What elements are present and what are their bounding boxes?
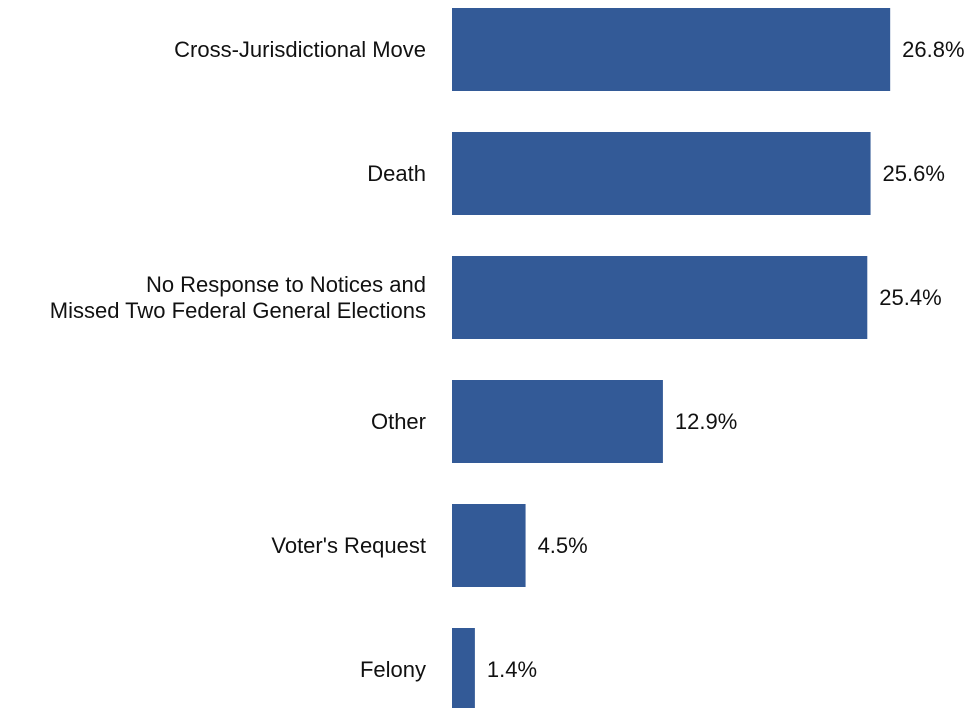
bar-1 <box>452 132 871 215</box>
category-label-2: No Response to Notices and Missed Two Fed… <box>50 272 426 323</box>
category-label-4: Voter's Request <box>271 533 426 558</box>
bar-0 <box>452 8 891 91</box>
value-label-2: 25.4% <box>879 285 941 310</box>
value-label-3: 12.9% <box>675 409 737 434</box>
value-label-0: 26.8% <box>902 37 964 62</box>
value-labels-group: 26.8% 25.6% 25.4% 12.9% 4.5% 1.4% <box>487 37 965 682</box>
bar-4 <box>452 504 526 587</box>
category-label-0: Cross-Jurisdictional Move <box>174 37 426 62</box>
category-label-1: Death <box>367 161 426 186</box>
bars-group <box>452 8 891 708</box>
category-label-3: Other <box>371 409 426 434</box>
bar-3 <box>452 380 663 463</box>
bar-2 <box>452 256 868 339</box>
category-labels-group: Cross-Jurisdictional Move Death No Respons… <box>50 37 426 682</box>
value-label-1: 25.6% <box>883 161 945 186</box>
category-label-5: Felony <box>360 657 426 682</box>
bar-5 <box>452 628 475 708</box>
value-label-5: 1.4% <box>487 657 537 682</box>
value-label-4: 4.5% <box>538 533 588 558</box>
